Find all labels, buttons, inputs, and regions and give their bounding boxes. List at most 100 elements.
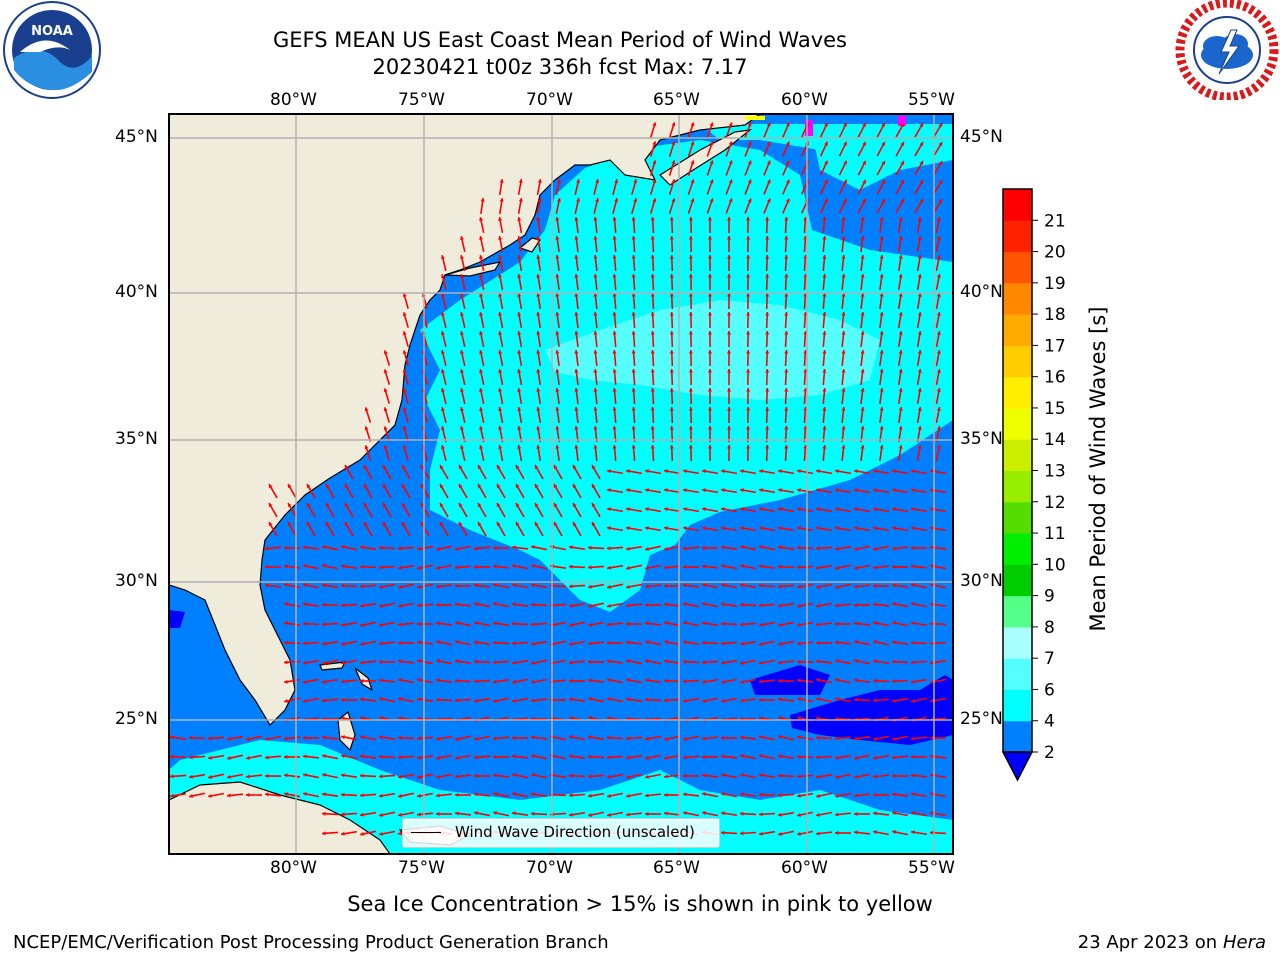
- wave-direction-arrowhead: [626, 659, 630, 664]
- wave-direction-arrowhead: [778, 773, 782, 778]
- wave-direction-arrowhead: [797, 812, 801, 817]
- wave-direction-arrowhead: [360, 641, 364, 646]
- wave-direction-arrowhead: [740, 488, 744, 493]
- wave-direction-arrowhead: [797, 622, 801, 627]
- wave-direction-arrowhead: [631, 274, 636, 278]
- wave-direction-arrowhead: [892, 602, 896, 607]
- wave-direction-arrowhead: [822, 350, 827, 354]
- wave-direction-arrowhead: [854, 565, 858, 570]
- wave-direction-arrowhead: [822, 293, 827, 297]
- wave-direction-arrowhead: [607, 793, 611, 798]
- colorbar-tick-label: 13: [1044, 462, 1066, 482]
- wave-direction-arrowhead: [669, 255, 674, 259]
- wave-direction-arrowhead: [669, 217, 674, 221]
- wave-direction-arrowhead: [440, 255, 445, 260]
- wave-period-4-6-region: [810, 124, 953, 190]
- wave-direction-arrowhead: [835, 603, 839, 608]
- colorbar-segment: [1003, 282, 1032, 315]
- wave-direction-arrowhead: [664, 678, 668, 683]
- wave-direction-arrowhead: [917, 293, 922, 297]
- lat-tick-right: 30°N: [960, 571, 1003, 591]
- wave-direction-arrowhead: [919, 180, 924, 185]
- wave-direction-arrowhead: [455, 678, 459, 683]
- colorbar-segment: [1003, 220, 1032, 253]
- wave-direction-arrowhead: [854, 621, 858, 626]
- wave-period-4-6-region: [700, 124, 820, 150]
- wave-direction-arrowhead: [576, 198, 581, 203]
- wave-direction-arrowhead: [816, 622, 820, 627]
- wave-direction-arrowhead: [747, 141, 752, 146]
- wave-direction-arrowhead: [938, 161, 943, 166]
- wave-direction-arrowhead: [631, 407, 636, 411]
- wave-direction-arrowhead: [721, 811, 725, 816]
- colorbar-tick-label: 8: [1044, 618, 1055, 638]
- wave-direction-arrowhead: [536, 369, 541, 373]
- wave-direction-arrowhead: [284, 773, 288, 778]
- sea-ice-note: Sea Ice Concentration > 15% is shown in …: [0, 892, 1280, 916]
- wave-direction-arrowhead: [322, 679, 326, 684]
- wave-direction-arrowhead: [512, 754, 516, 759]
- wave-direction-arrowhead: [911, 754, 915, 760]
- wave-direction-arrowhead: [841, 445, 846, 449]
- colorbar-label: Mean Period of Wind Waves [s]: [1086, 306, 1110, 632]
- wave-direction-arrowhead: [436, 565, 440, 570]
- wave-direction-arrowhead: [911, 640, 915, 645]
- wave-direction-arrowhead: [669, 426, 674, 430]
- wave-direction-arrowhead: [512, 564, 516, 569]
- wave-direction-arrowhead: [246, 774, 250, 779]
- wave-direction-arrowhead: [398, 584, 402, 589]
- colorbar-tick-label: 2: [1044, 743, 1055, 763]
- wave-period-6-8-region: [545, 300, 880, 400]
- wave-direction-arrowhead: [474, 792, 478, 797]
- wave-direction-arrowhead: [797, 678, 801, 683]
- wave-direction-arrowhead: [322, 831, 326, 836]
- wave-direction-arrowhead: [479, 445, 484, 449]
- wave-direction-arrowhead: [593, 255, 598, 259]
- wave-direction-arrowhead: [664, 583, 668, 589]
- wave-direction-arrowhead: [898, 255, 903, 259]
- wave-direction-arrowhead: [892, 659, 896, 664]
- wave-direction-arrowhead: [765, 293, 770, 297]
- wave-direction-arrowhead: [702, 792, 706, 797]
- wave-direction-arrowhead: [303, 564, 307, 569]
- wave-direction-arrowhead: [287, 503, 292, 508]
- wave-direction-arrowhead: [911, 698, 915, 703]
- wave-direction-arrowhead: [841, 331, 846, 335]
- wave-direction-arrowhead: [726, 369, 732, 373]
- wave-direction-arrowhead: [822, 312, 827, 316]
- wave-direction-arrowhead: [669, 331, 674, 335]
- wave-direction-arrowhead: [402, 445, 407, 450]
- wave-direction-arrowhead: [208, 755, 212, 760]
- wave-direction-arrowhead: [816, 507, 820, 512]
- wave-direction-arrowhead: [398, 565, 402, 570]
- wave-direction-arrowhead: [306, 503, 311, 508]
- wave-direction-arrowhead: [614, 179, 619, 184]
- wave-direction-arrowhead: [740, 583, 744, 588]
- wave-direction-arrowhead: [612, 369, 617, 373]
- land-bahamas-abaco: [354, 667, 374, 692]
- wave-direction-arrowhead: [417, 621, 421, 627]
- wave-direction-arrowhead: [860, 217, 865, 221]
- wave-direction-arrowhead: [341, 735, 345, 740]
- wave-direction-arrowhead: [726, 426, 732, 430]
- wave-direction-arrowhead: [854, 697, 858, 702]
- wave-direction-arrowhead: [898, 388, 903, 392]
- wave-direction-arrowhead: [341, 754, 345, 759]
- wave-direction-arrowhead: [515, 465, 520, 470]
- wave-direction-arrowhead: [612, 445, 617, 449]
- wave-direction-arrowhead: [458, 484, 463, 489]
- wave-direction-arrowhead: [816, 488, 820, 493]
- wave-direction-arrowhead: [936, 350, 941, 354]
- wave-direction-arrowhead: [455, 546, 459, 551]
- colorbar-tick-label: 11: [1044, 524, 1066, 544]
- wave-direction-arrowhead: [740, 831, 744, 836]
- wave-direction-arrowhead: [227, 755, 231, 760]
- wave-direction-arrowhead: [862, 122, 866, 127]
- wave-direction-arrowhead: [574, 312, 579, 316]
- wave-direction-arrowhead: [531, 754, 535, 759]
- wave-direction-arrowhead: [879, 255, 884, 259]
- map-subtitle: 20230421 t00z 336h fcst Max: 7.17: [372, 55, 748, 79]
- wave-direction-arrowhead: [702, 469, 706, 474]
- wave-direction-arrowhead: [683, 602, 687, 607]
- wave-direction-arrowhead: [474, 602, 478, 607]
